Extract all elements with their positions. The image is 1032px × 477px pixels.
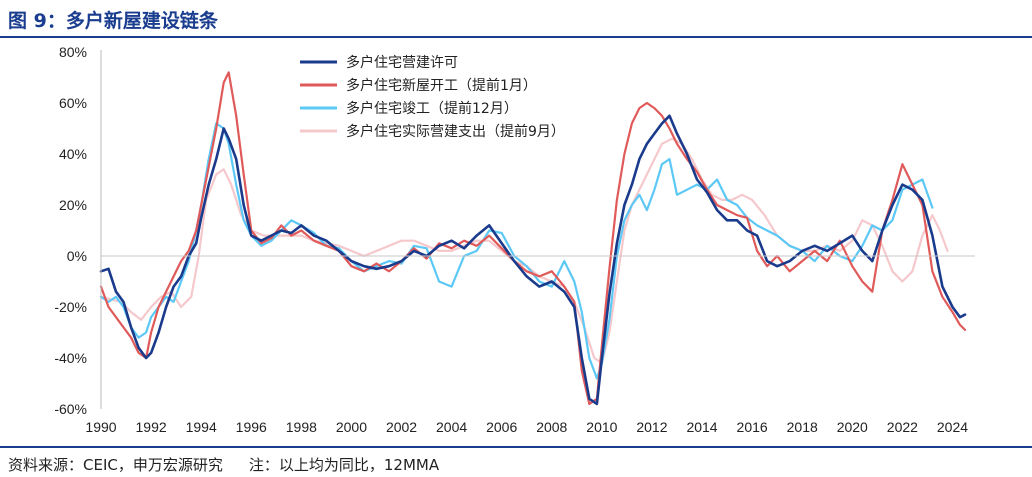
x-tick-label: 2024: [937, 419, 968, 435]
x-tick-label: 2016: [737, 419, 768, 435]
x-tick-label: 2000: [336, 419, 367, 435]
x-tick-label: 1996: [236, 419, 267, 435]
source-text: 资料来源：CEIC，申万宏源研究: [8, 456, 223, 474]
legend-label-starts: 多户住宅新屋开工（提前1月）: [346, 77, 537, 94]
y-tick-label: 40%: [59, 146, 87, 162]
y-tick-label: 0%: [67, 248, 87, 264]
x-tick-label: 2012: [636, 419, 667, 435]
x-tick-label: 1992: [136, 419, 167, 435]
figure-title: 图 9：多户新屋建设链条: [8, 10, 218, 32]
x-tick-label: 2008: [536, 419, 567, 435]
axis-layer: 80% 60% 40% 20% 0% -20% -40% -60% 1990 1992 1994 19…: [54, 44, 975, 435]
legend-label-permits: 多户住宅营建许可: [346, 54, 458, 71]
legend-label-completions: 多户住宅竣工（提前12月）: [346, 100, 518, 117]
x-tick-label: 2020: [837, 419, 868, 435]
x-tick-label: 2014: [686, 419, 717, 435]
y-tick-label: 60%: [59, 95, 87, 111]
source-line: 资料来源：CEIC，申万宏源研究 注：以上均为同比，12MMA: [8, 454, 439, 475]
note-text: 注：以上均为同比，12MMA: [248, 456, 440, 474]
title-rule: [0, 36, 1032, 38]
x-tick-label: 2010: [586, 419, 617, 435]
x-tick-label: 2002: [386, 419, 417, 435]
x-tick-label: 2018: [787, 419, 818, 435]
series-line-permits: [99, 114, 967, 406]
x-tick-label: 2022: [887, 419, 918, 435]
legend-label-spending: 多户住宅实际营建支出（提前9月）: [346, 123, 565, 140]
y-tick-label: 20%: [59, 197, 87, 213]
series-line-starts: [99, 71, 967, 405]
source-rule: [0, 446, 1032, 448]
y-tick-label: -60%: [54, 401, 87, 417]
x-tick-label: 2004: [436, 419, 467, 435]
x-tick-label: 2006: [486, 419, 517, 435]
series-line-spending: [99, 137, 949, 365]
x-tick-label: 1990: [85, 419, 116, 435]
x-tick-label: 1998: [286, 419, 317, 435]
y-tick-label: 80%: [59, 44, 87, 60]
x-tick-label: 1994: [186, 419, 217, 435]
series-layer: [99, 71, 967, 406]
y-tick-label: -20%: [54, 299, 87, 315]
y-tick-label: -40%: [54, 350, 87, 366]
